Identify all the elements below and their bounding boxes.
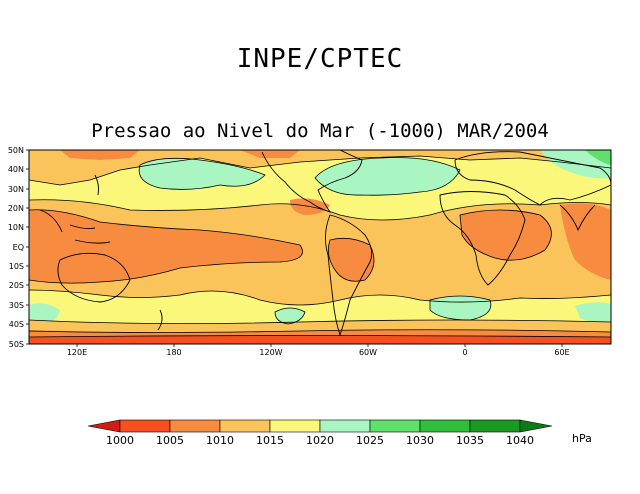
colorbar-segment — [519, 419, 553, 433]
colorbar-level: 1030 — [406, 434, 434, 447]
pressure-field — [29, 150, 611, 344]
high-south-indian-east — [575, 302, 611, 323]
low-africa — [460, 210, 552, 261]
colorbar-level: 1015 — [256, 434, 284, 447]
low-west-pacific — [29, 209, 303, 284]
colorbar-segment — [369, 419, 421, 433]
colorbar-level: 1040 — [506, 434, 534, 447]
high-south-pacific — [275, 308, 305, 324]
lat-label: 10N — [8, 223, 24, 232]
colorbar-segment — [119, 419, 171, 433]
lat-label: 40S — [9, 320, 24, 329]
coastlines — [39, 150, 611, 337]
band-1000-1005-south — [29, 335, 611, 344]
lat-label: 40N — [8, 165, 24, 174]
lon-label: 120E — [67, 348, 87, 357]
lat-label: 30N — [8, 185, 24, 194]
high-npole — [585, 150, 611, 165]
org-title: INPE/CPTEC — [236, 44, 404, 74]
colorbar-segment — [469, 419, 521, 433]
lon-axis: 120E 180 120W 60W 0 60E — [67, 344, 570, 357]
lon-label: 60E — [554, 348, 569, 357]
band-1010-1015-south — [29, 320, 611, 332]
colorbar-segment — [319, 419, 371, 433]
low-indian — [560, 203, 611, 280]
lat-axis: 50N 40N 30N 20N 10N EQ 10S 20S 30S 40S 5… — [8, 146, 29, 349]
map-title: Pressao ao Nivel do Mar (-1000) MAR/2004 — [91, 120, 549, 142]
lat-label: EQ — [13, 243, 24, 252]
colorbar-level: 1020 — [306, 434, 334, 447]
high-atlantic — [315, 157, 460, 196]
colorbar-level: 1025 — [356, 434, 384, 447]
lat-label: 50S — [9, 340, 24, 349]
lon-label: 0 — [462, 348, 467, 357]
lat-label: 20N — [8, 204, 24, 213]
colorbar-segment — [269, 419, 321, 433]
contour-lines — [29, 155, 611, 338]
colorbar-segment — [169, 419, 221, 433]
lon-label: 60W — [359, 348, 377, 357]
high-pacific — [139, 158, 265, 190]
lat-label: 50N — [8, 146, 24, 155]
lat-label: 20S — [9, 281, 24, 290]
low-south-america — [328, 238, 374, 282]
lon-label: 180 — [166, 348, 181, 357]
band-1005-1010-north — [60, 150, 300, 160]
lon-label: 120W — [259, 348, 282, 357]
high-south-indian — [29, 303, 60, 325]
colorbar-level: 1005 — [156, 434, 184, 447]
colorbar-segment — [419, 419, 471, 433]
colorbar-unit: hPa — [572, 432, 592, 445]
colorbar-level: 1010 — [206, 434, 234, 447]
colorbar-segment — [87, 419, 121, 433]
lat-label: 30S — [9, 301, 24, 310]
lat-label: 10S — [9, 262, 24, 271]
colorbar-segment — [219, 419, 271, 433]
colorbar-level: 1000 — [106, 434, 134, 447]
colorbar: 1000 1005 1010 1015 1020 1025 1030 1035 1040 — [87, 419, 553, 447]
colorbar-level: 1035 — [456, 434, 484, 447]
